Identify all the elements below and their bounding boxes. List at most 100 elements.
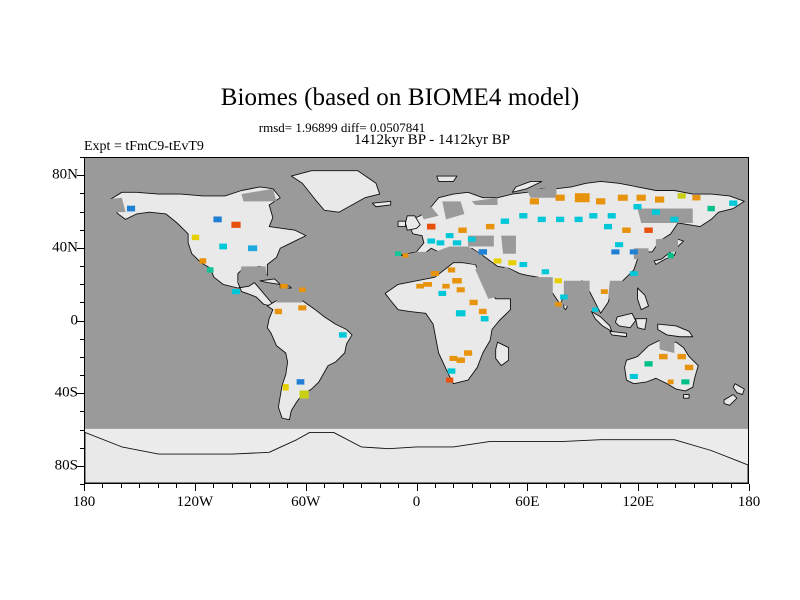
biome-marker — [126, 205, 136, 212]
y-axis-tick — [80, 484, 84, 485]
x-axis-tick — [194, 484, 196, 491]
biome-marker — [537, 216, 546, 223]
biome-marker — [644, 361, 653, 367]
biome-marker — [456, 287, 465, 293]
x-axis-tick — [176, 484, 178, 488]
biome-marker — [729, 200, 738, 206]
biome-marker — [655, 196, 665, 203]
x-axis-label: 60E — [515, 494, 540, 510]
biome-marker — [555, 194, 565, 201]
biome-marker — [622, 227, 631, 233]
x-axis-tick — [638, 484, 640, 491]
biome-marker — [231, 221, 241, 228]
x-axis-tick — [490, 484, 492, 488]
y-axis-label: 40S — [54, 384, 78, 401]
biome-marker — [615, 242, 624, 248]
biome-marker — [480, 315, 489, 322]
biome-marker — [394, 251, 402, 257]
biome-marker — [199, 258, 207, 264]
y-axis-tick — [80, 356, 84, 358]
x-axis-tick — [730, 484, 732, 488]
biome-marker — [651, 209, 660, 215]
y-axis-tick — [77, 247, 84, 249]
biome-marker — [458, 227, 467, 233]
biome-marker — [282, 384, 289, 391]
biome-marker — [402, 253, 409, 258]
x-axis-tick — [120, 484, 122, 488]
y-axis-tick — [80, 429, 84, 431]
y-axis-tick — [80, 157, 84, 158]
y-axis-label: 80S — [54, 457, 78, 474]
biome-marker — [445, 377, 454, 383]
x-axis-tick — [361, 484, 363, 488]
y-axis-tick — [77, 320, 84, 322]
biome-marker — [629, 271, 638, 276]
y-axis-tick — [77, 175, 84, 177]
biome-marker — [478, 308, 487, 315]
biome-marker — [574, 216, 583, 223]
x-axis-tick — [213, 484, 215, 488]
biome-marker — [485, 223, 495, 230]
biome-marker — [280, 283, 288, 289]
biome-marker — [416, 283, 425, 289]
biome-marker — [423, 282, 432, 287]
biome-marker — [560, 294, 568, 300]
biome-marker — [541, 269, 550, 275]
biome-marker — [455, 310, 466, 317]
x-axis-label: 0 — [412, 494, 421, 510]
biome-marker — [681, 379, 690, 385]
biome-marker — [445, 233, 454, 239]
biome-marker — [629, 373, 638, 379]
x-axis-tick — [471, 484, 473, 488]
x-axis-tick — [84, 484, 85, 491]
x-axis-tick — [693, 484, 695, 488]
biome-marker — [611, 249, 620, 255]
y-axis-tick — [80, 411, 84, 413]
x-axis-tick — [527, 484, 529, 491]
biome-marker — [493, 258, 502, 264]
world-map-canvas — [85, 158, 748, 483]
biome-marker — [592, 307, 599, 312]
biome-marker — [191, 234, 200, 241]
y-axis-tick — [80, 284, 84, 286]
biome-marker — [554, 278, 562, 284]
biome-marker — [603, 223, 613, 230]
y-axis-label: 0 — [70, 312, 79, 328]
x-axis-label: 120E — [622, 494, 654, 510]
biome-marker-layer — [126, 193, 738, 399]
y-axis-tick — [80, 375, 84, 376]
biome-marker — [617, 194, 628, 201]
biome-marker — [692, 195, 701, 201]
y-axis-tick — [77, 393, 84, 395]
biome-marker — [478, 249, 488, 255]
biome-marker — [299, 390, 309, 399]
biome-marker — [274, 308, 283, 315]
y-axis-tick — [80, 447, 84, 449]
biome-marker — [589, 213, 598, 219]
biome-marker — [447, 267, 456, 273]
y-axis-tick — [80, 193, 84, 195]
x-axis-tick — [157, 484, 159, 488]
x-axis-tick — [398, 484, 400, 488]
biome-marker — [633, 204, 642, 210]
x-axis-tick — [675, 484, 677, 488]
y-axis-tick — [77, 465, 84, 467]
x-axis-tick — [601, 484, 603, 488]
biome-marker — [338, 332, 347, 338]
biome-marker — [677, 353, 686, 360]
y-axis-tick — [80, 338, 84, 340]
x-axis-tick — [434, 484, 436, 488]
x-axis-label: 120W — [176, 494, 214, 510]
biome-marker — [574, 193, 590, 203]
x-axis-label: 180 — [72, 494, 96, 510]
biome-marker — [231, 289, 241, 295]
biome-marker — [519, 262, 528, 268]
x-axis-tick — [508, 484, 510, 488]
biome-marker — [436, 240, 445, 246]
x-axis-label: 60W — [291, 494, 321, 510]
x-axis-tick — [582, 484, 584, 488]
biome-marker — [667, 252, 674, 259]
biome-marker — [707, 205, 715, 212]
biome-marker — [629, 249, 638, 255]
x-axis-tick — [564, 484, 566, 488]
